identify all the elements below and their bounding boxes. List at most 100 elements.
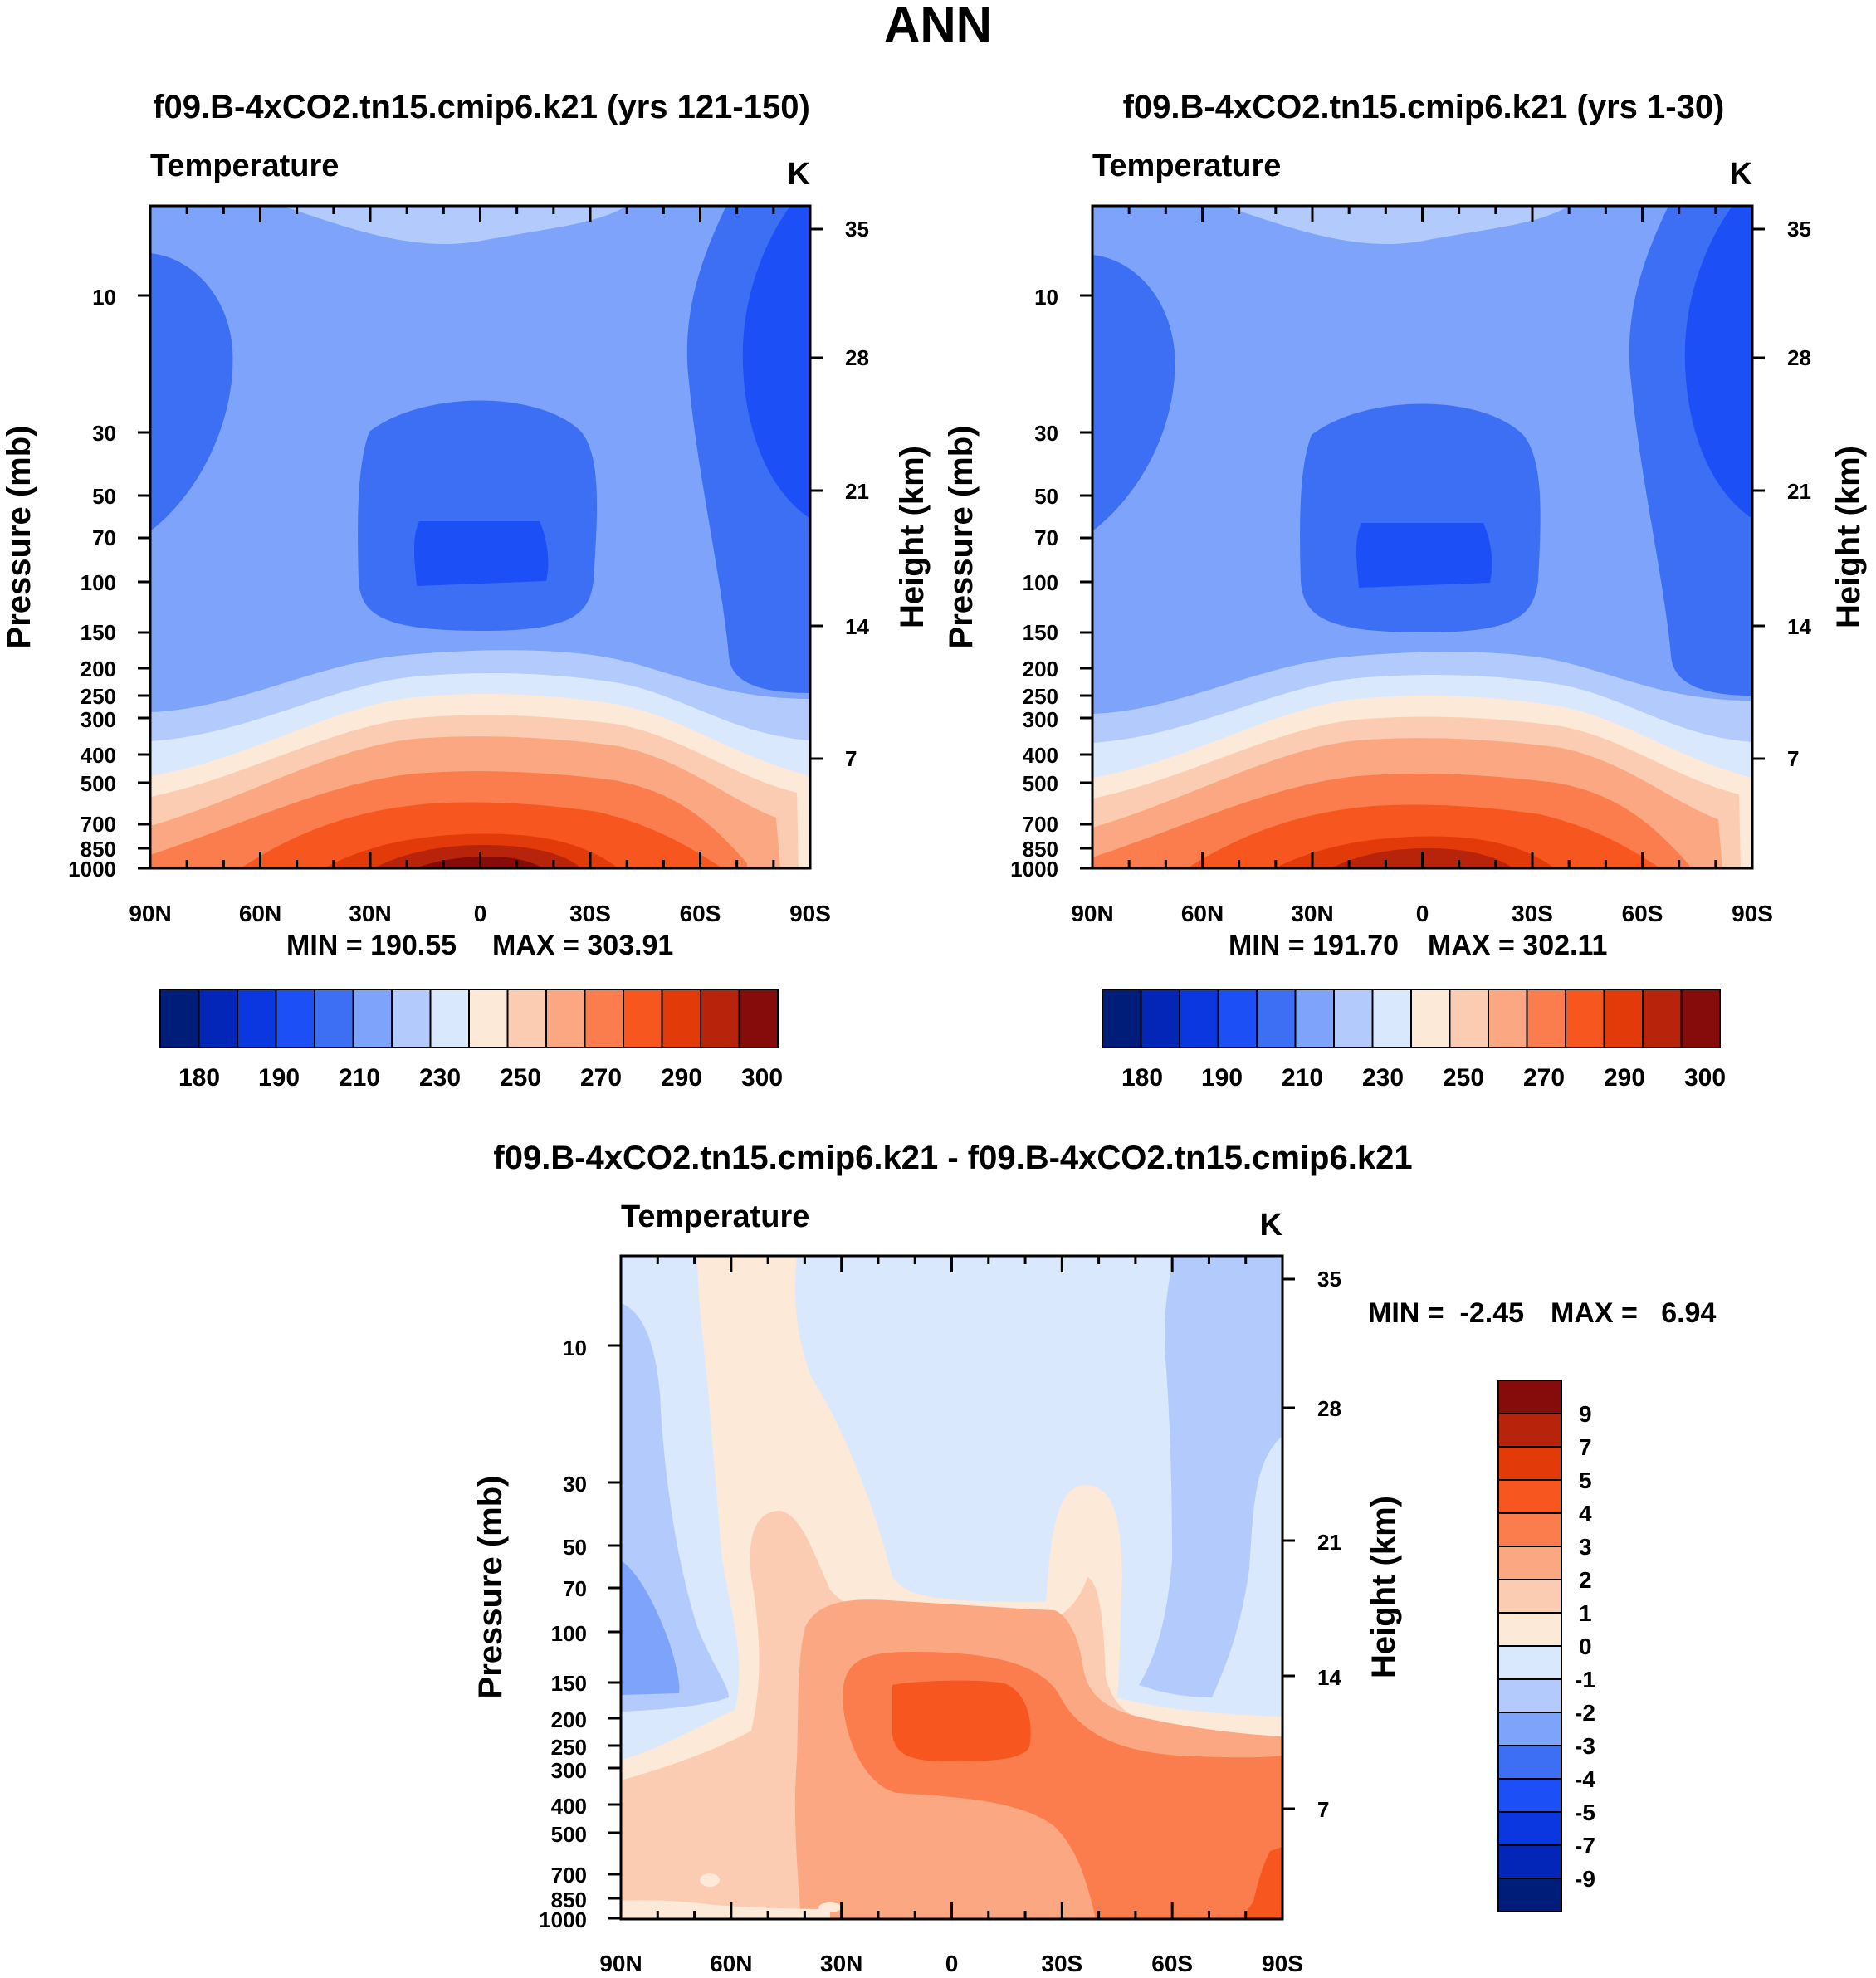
colorbar-box [1680,989,1721,1048]
y-right-tick-labels: 35 28 21 14 7 [1787,217,1811,771]
colorbar-labels: 180 190 210 230 250 270 290 300 [178,1064,783,1092]
y-tick-label: 70 [563,1576,587,1601]
colorbar-box [198,989,238,1048]
x-tick-label: 60N [239,901,281,926]
units-label: K [1730,157,1753,192]
colorbar-box [275,989,315,1048]
colorbar-box [623,989,663,1048]
y-right-axis-label: Height (km) [1830,446,1867,628]
x-tick-label: 60N [710,1951,752,1976]
x-tick-labels: 90N 60N 30N 0 30S 60S 90S [129,901,831,926]
y-tick-label: 500 [1023,771,1058,796]
contour-band-195-trop [413,521,549,586]
colorbar-box [1410,989,1451,1048]
y-tick-label: 50 [92,484,116,509]
colorbar-label: 5 [1579,1468,1592,1493]
variable-label: Temperature [621,1199,809,1234]
colorbar-box [584,989,624,1048]
colorbar-label: 180 [1121,1064,1163,1092]
colorbar-label: -7 [1575,1833,1595,1858]
colorbar-box [1497,1380,1562,1414]
colorbar-box [1294,989,1335,1048]
colorbar-box [1497,1579,1562,1614]
colorbar-box [429,989,470,1048]
contour-band-205-trop [358,400,598,631]
y-right-tick-label: 35 [1317,1267,1341,1292]
colorbar-box [1603,989,1644,1048]
variable-label: Temperature [150,149,339,183]
colorbar-label: 250 [500,1064,541,1092]
colorbar-box [468,989,509,1048]
colorbar-label: -5 [1575,1800,1595,1825]
y-tick-label: 850 [81,837,116,862]
colorbar-box [391,989,432,1048]
diff-band-4.5 [892,1680,1031,1761]
y-tick-label: 300 [1023,707,1058,732]
y-tick-label: 70 [1034,525,1058,550]
y-right-axis-label: Height (km) [1365,1496,1402,1678]
y-tick-label: 10 [92,285,116,310]
contour-field [1092,206,1752,868]
y-right-tick-label: 7 [1317,1797,1329,1822]
colorbar-label: -4 [1575,1766,1595,1792]
colorbar-box [1497,1878,1562,1912]
y-tick-label: 10 [563,1336,587,1360]
colorbar-box [700,989,740,1048]
colorbar-box [1102,989,1142,1048]
x-tick-label: 90N [1071,901,1113,926]
tick-marks [1080,206,1765,870]
colorbar-box [1497,1678,1562,1713]
colorbar-label: 230 [419,1064,461,1092]
colorbar-label: 4 [1579,1501,1592,1526]
colorbar-box [738,989,779,1048]
colorbar-box [1497,1844,1562,1879]
contour-band-220-top [1224,206,1569,245]
colorbar-box [1497,1645,1562,1680]
y-right-tick-label: 7 [1787,746,1799,771]
diff-band-4.5-sfc [1241,1847,1282,1919]
y-right-tick-label: 21 [1317,1530,1341,1555]
colorbar-label: 300 [1684,1064,1726,1092]
diff-band-m0.5-spot [818,1902,842,1912]
colorbar-label: -2 [1575,1700,1595,1726]
contour-band-220-top [282,206,627,245]
colorbar-box [1449,989,1489,1048]
colorbar-box [159,989,200,1048]
x-tick-label: 30S [1041,1951,1082,1976]
y-tick-label: 200 [81,657,116,681]
y-tick-label: 1000 [68,857,116,882]
y-tick-label: 150 [1023,620,1058,645]
contour-band-205-nh [150,253,233,531]
x-tick-label: 30N [820,1951,862,1976]
units-label: K [788,157,811,192]
colorbar [1102,989,1721,1048]
contour-field [150,206,810,868]
y-tick-label: 400 [551,1794,587,1819]
panel-title: f09.B-4xCO2.tn15.cmip6.k21 (yrs 121-150) [153,89,810,125]
x-tick-label: 30S [569,901,611,926]
colorbar [159,989,779,1048]
colorbar-label: 290 [1604,1064,1645,1092]
figure-title: ANN [884,0,992,52]
x-tick-label: 0 [945,1951,959,1976]
y-tick-label: 300 [81,707,116,732]
y-axis-label: Pressure (mb) [472,1476,509,1699]
variable-label: Temperature [1092,149,1281,183]
y-right-tick-label: 14 [1317,1665,1341,1690]
x-tick-label: 90N [129,901,171,926]
colorbar-box [1497,1612,1562,1647]
colorbar-label: 270 [580,1064,622,1092]
colorbar-box [1179,989,1219,1048]
diff-band-0.5-sfc [621,1900,830,1919]
colorbar-box [352,989,393,1048]
colorbar-box [545,989,586,1048]
diff-band-0-spot [700,1873,720,1887]
x-tick-label: 0 [1416,901,1429,926]
colorbar-label: 250 [1443,1064,1484,1092]
x-tick-label: 90N [599,1951,642,1976]
y-tick-label: 300 [551,1758,587,1783]
colorbar-box [1497,1811,1562,1846]
colorbar-box [237,989,277,1048]
y-tick-label: 700 [81,812,116,837]
